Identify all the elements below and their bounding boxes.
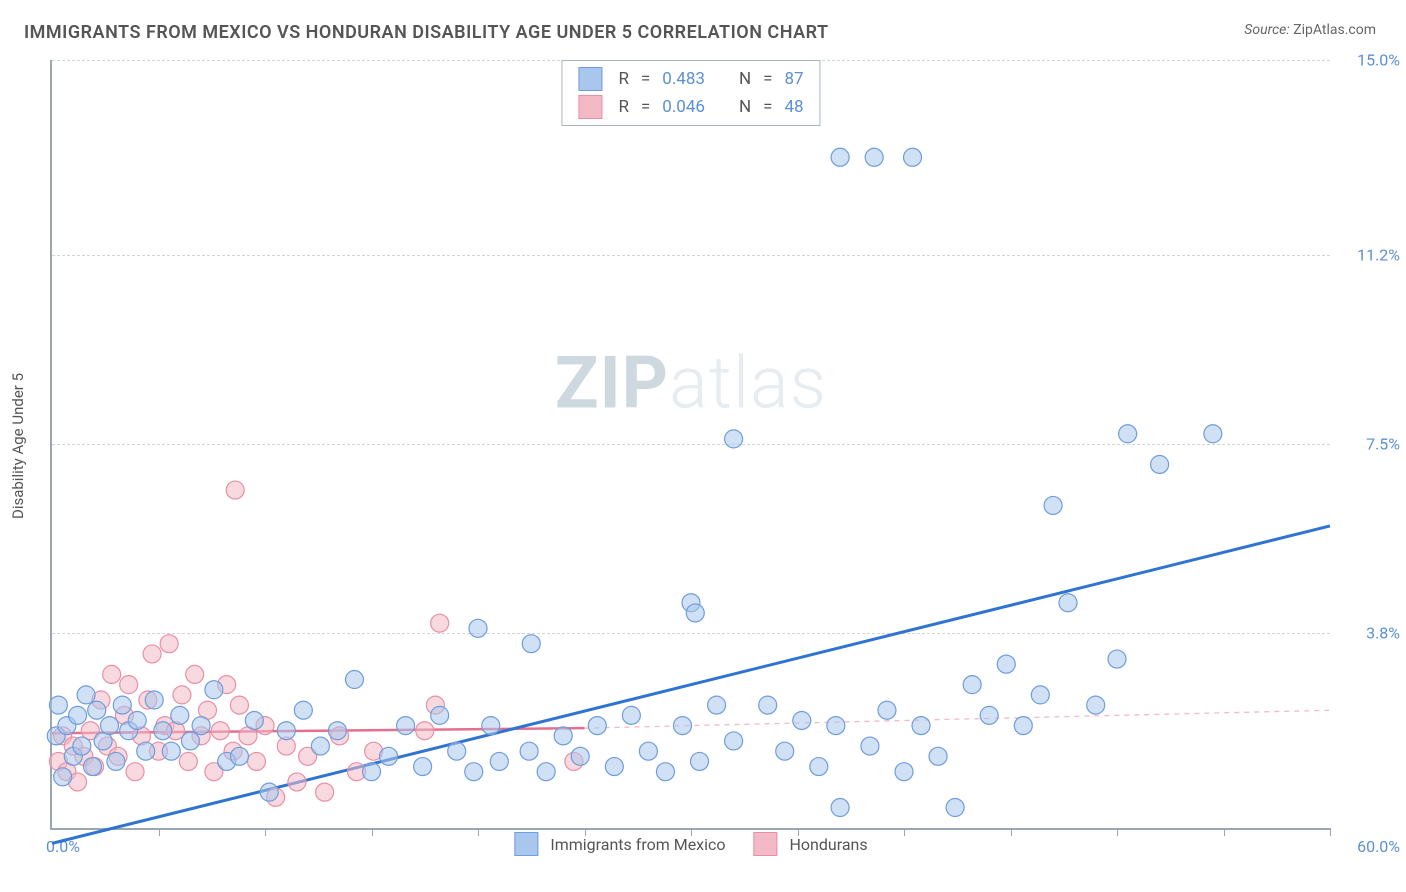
stats-eq: = [641, 97, 650, 117]
stats-eq: = [763, 69, 772, 89]
stats-n-label: N [739, 69, 751, 89]
y-tick-label: 11.2% [1340, 245, 1400, 264]
stats-r-value-1: 0.046 [662, 97, 705, 117]
stats-row-0: R = 0.483 N = 87 [578, 65, 803, 93]
stats-n-value-0: 87 [784, 69, 803, 89]
chart-title: IMMIGRANTS FROM MEXICO VS HONDURAN DISAB… [24, 22, 829, 43]
source-credit: Source: ZipAtlas.com [1244, 22, 1376, 38]
stats-eq: = [641, 69, 650, 89]
stats-box: R = 0.483 N = 87 R = 0.046 N = 48 [561, 60, 820, 126]
y-tick-label: 3.8% [1340, 624, 1400, 643]
y-tick-label: 7.5% [1340, 435, 1400, 454]
legend-label-0: Immigrants from Mexico [550, 835, 725, 854]
source-value: ZipAtlas.com [1293, 22, 1376, 38]
chart-svg [52, 60, 1330, 828]
stats-swatch-1 [578, 95, 602, 119]
x-max-label: 60.0% [1357, 837, 1400, 856]
plot-area: ZIPatlas 3.8%7.5%11.2%15.0% 0.0% 60.0% R… [50, 60, 1330, 830]
bottom-legend: Immigrants from Mexico Hondurans [514, 832, 867, 856]
stats-r-label: R [618, 69, 628, 89]
stats-r-label: R [618, 97, 628, 117]
stats-eq: = [763, 97, 772, 117]
stats-r-value-0: 0.483 [662, 69, 705, 89]
source-label: Source: [1244, 22, 1289, 38]
stats-row-1: R = 0.046 N = 48 [578, 93, 803, 121]
legend-swatch-1 [754, 832, 778, 856]
legend-item-1: Hondurans [754, 832, 868, 856]
stats-n-label: N [739, 97, 751, 117]
stats-n-value-1: 48 [784, 97, 803, 117]
y-tick-label: 15.0% [1340, 51, 1400, 70]
stats-swatch-0 [578, 67, 602, 91]
y-axis-label: Disability Age Under 5 [9, 373, 27, 519]
legend-label-1: Hondurans [790, 835, 868, 854]
legend-item-0: Immigrants from Mexico [514, 832, 725, 856]
legend-swatch-0 [514, 832, 538, 856]
